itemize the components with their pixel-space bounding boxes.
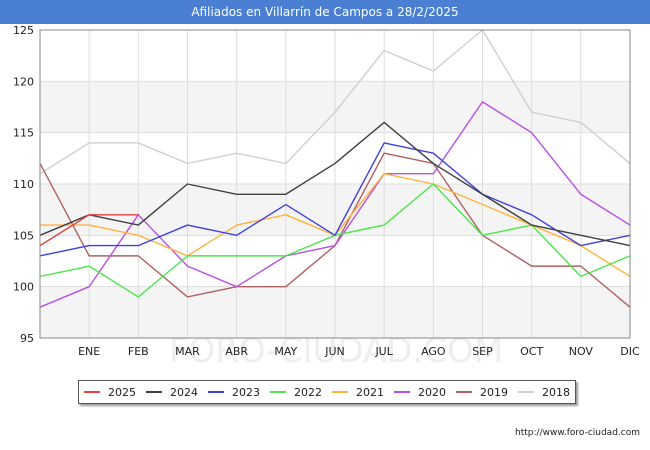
legend-swatch xyxy=(270,391,286,393)
legend-label: 2025 xyxy=(108,385,136,399)
legend-item-2019: 2019 xyxy=(456,386,508,399)
legend-label: 2018 xyxy=(542,385,570,399)
plot-border xyxy=(39,29,631,339)
x-tick-label: AGO xyxy=(421,345,446,358)
legend-label: 2019 xyxy=(480,385,508,399)
series-line-2024 xyxy=(39,121,631,247)
y-tick-label: 125 xyxy=(13,24,34,37)
y-tick-label: 110 xyxy=(13,178,34,191)
x-tick-label: NOV xyxy=(569,345,594,358)
legend-item-2021: 2021 xyxy=(332,386,384,399)
y-tick-label: 115 xyxy=(13,127,34,140)
legend-swatch xyxy=(84,391,100,393)
legend-swatch xyxy=(518,391,534,393)
legend-label: 2023 xyxy=(232,385,260,399)
legend-label: 2021 xyxy=(356,385,384,399)
x-tick-label: MAR xyxy=(175,345,200,358)
legend-swatch xyxy=(394,391,410,393)
legend-label: 2022 xyxy=(294,385,322,399)
y-tick-label: 100 xyxy=(13,281,34,294)
x-tick-label: FEB xyxy=(128,345,149,358)
legend-swatch xyxy=(146,391,162,393)
axes: 95 100 105 110 115 120 125 ENE FEB MAR ABR MAY JUN JU… xyxy=(13,24,640,358)
x-tick-label: OCT xyxy=(520,345,543,358)
x-tick-label: DIC xyxy=(620,345,640,358)
x-tick-label: JUN xyxy=(324,345,345,358)
y-tick-label: 95 xyxy=(20,332,34,345)
chart-title: Afiliados en Villarrín de Campos a 28/2/… xyxy=(0,0,650,24)
x-tick-label: SEP xyxy=(472,345,493,358)
series-line-2025 xyxy=(39,214,139,247)
legend-swatch xyxy=(208,391,224,393)
legend-item-2025: 2025 xyxy=(84,386,136,399)
source-link[interactable]: http://www.foro-ciudad.com xyxy=(515,428,640,438)
legend-swatch xyxy=(332,391,348,393)
legend-item-2022: 2022 xyxy=(270,386,322,399)
x-tick-label: MAY xyxy=(274,345,297,358)
x-tick-label: JUL xyxy=(374,345,393,358)
legend-label: 2024 xyxy=(170,385,198,399)
legend-item-2023: 2023 xyxy=(208,386,260,399)
legend-item-2024: 2024 xyxy=(146,386,198,399)
legend: 2025 2024 2023 2022 2021 2020 2019 2018 xyxy=(78,380,576,404)
legend-item-2018: 2018 xyxy=(518,386,570,399)
series-layer xyxy=(39,29,631,308)
legend-label: 2020 xyxy=(418,385,446,399)
y-tick-label: 105 xyxy=(13,229,34,242)
y-tick-label: 120 xyxy=(13,75,34,88)
legend-item-2020: 2020 xyxy=(394,386,446,399)
legend-swatch xyxy=(456,391,472,393)
series-line-2023 xyxy=(39,142,631,257)
series-line-2018 xyxy=(39,29,631,175)
x-tick-label: ABR xyxy=(225,345,248,358)
x-tick-label: ENE xyxy=(78,345,100,358)
